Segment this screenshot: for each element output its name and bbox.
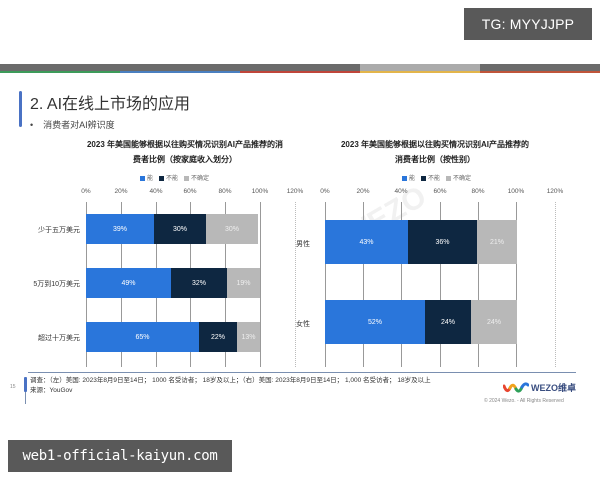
chart-title: 2023 年美国能够根据以往购买情况识别AI产品推荐的 消费者比例（按性别） bbox=[310, 137, 560, 167]
chart-title-line2: 费者比例（按家庭收入划分） bbox=[133, 155, 237, 164]
legend-swatch-icon bbox=[184, 175, 190, 181]
bar-segment-yes: 52% bbox=[325, 300, 425, 344]
grid-line bbox=[440, 202, 441, 367]
footer-accent-bar bbox=[24, 377, 27, 392]
category-label: 女性 bbox=[296, 321, 310, 328]
bar-row: 65% 22% 13% bbox=[86, 322, 260, 352]
x-tick: 120% bbox=[286, 188, 304, 195]
legend-swatch-icon bbox=[446, 175, 452, 181]
wezo-logo-icon bbox=[503, 381, 529, 393]
grid-line bbox=[401, 202, 402, 367]
x-tick: 60% bbox=[183, 188, 197, 195]
bar-segment-yes: 43% bbox=[325, 220, 408, 264]
stripe-segment-blue bbox=[120, 64, 240, 73]
bar-row: 49% 32% 19% bbox=[86, 268, 260, 298]
legend-swatch-icon bbox=[159, 175, 165, 181]
legend-item-yes: 能 bbox=[140, 173, 153, 182]
bar-segment-no: 32% bbox=[171, 268, 227, 298]
bar-segment-unsure: 19% bbox=[227, 268, 260, 298]
bar-segment-no: 24% bbox=[425, 300, 471, 344]
chart-legend: 能 不能 不确定 bbox=[140, 173, 209, 182]
x-tick: 0% bbox=[320, 188, 330, 195]
bar-row: 39% 30% 30% bbox=[86, 214, 258, 244]
wezo-logo: WEZO维卓 bbox=[503, 381, 576, 394]
survey-note: 调查：（左）美国: 2023年8月9日至14日； 1000 名受访者； 18岁及… bbox=[30, 377, 431, 384]
logo-text: WEZO维卓 bbox=[531, 383, 576, 393]
page-title: 2. AI在线上市场的应用 bbox=[30, 96, 191, 113]
x-tick: 60% bbox=[433, 188, 447, 195]
footer-notes: 调查：（左）美国: 2023年8月9日至14日； 1000 名受访者； 18岁及… bbox=[30, 376, 431, 396]
bullet-text: 消费者对AI辨识度 bbox=[43, 120, 115, 130]
x-tick: 20% bbox=[114, 188, 128, 195]
bar-row: 43% 36% 21% bbox=[325, 220, 517, 264]
grid-line bbox=[516, 202, 517, 367]
legend-swatch-icon bbox=[402, 175, 407, 181]
x-tick: 120% bbox=[546, 188, 564, 195]
bar-segment-no: 36% bbox=[408, 220, 477, 264]
grid-line bbox=[295, 202, 296, 367]
grid-line bbox=[363, 202, 364, 367]
category-label: 少于五万美元 bbox=[38, 227, 80, 234]
chart-title: 2023 年美国能够根据以往购买情况识别AI产品推荐的消 费者比例（按家庭收入划… bbox=[60, 137, 310, 167]
grid-line bbox=[325, 202, 326, 367]
bullet-dot-icon: • bbox=[30, 120, 34, 130]
chart-title-line1: 2023 年美国能够根据以往购买情况识别AI产品推荐的 bbox=[340, 140, 530, 149]
chart-legend: 能 不能 不确定 bbox=[402, 173, 471, 182]
category-label: 超过十万美元 bbox=[38, 335, 80, 342]
bar-segment-yes: 65% bbox=[86, 322, 199, 352]
bar-segment-yes: 49% bbox=[86, 268, 171, 298]
x-tick: 40% bbox=[394, 188, 408, 195]
bar-segment-yes: 39% bbox=[86, 214, 154, 244]
bar-segment-no: 22% bbox=[199, 322, 237, 352]
bar-segment-unsure: 21% bbox=[477, 220, 517, 264]
x-tick: 100% bbox=[507, 188, 525, 195]
legend-item-unsure: 不确定 bbox=[446, 173, 471, 182]
bar-segment-unsure: 24% bbox=[471, 300, 517, 344]
title-accent-bar bbox=[19, 91, 22, 127]
url-badge: web1-official-kaiyun.com bbox=[8, 440, 232, 472]
stripe-segment-yellow bbox=[360, 64, 480, 73]
bar-segment-no: 30% bbox=[154, 214, 206, 244]
grid-line bbox=[555, 202, 556, 367]
legend-item-no: 不能 bbox=[421, 173, 440, 182]
x-tick: 80% bbox=[471, 188, 485, 195]
x-tick: 20% bbox=[356, 188, 370, 195]
legend-item-no: 不能 bbox=[159, 173, 178, 182]
tg-badge: TG: MYYJJPP bbox=[464, 8, 592, 40]
legend-swatch-icon bbox=[140, 175, 145, 181]
stripe-segment-orange bbox=[480, 64, 600, 73]
grid-line bbox=[478, 202, 479, 367]
legend-swatch-icon bbox=[421, 175, 427, 181]
bar-segment-unsure: 30% bbox=[206, 214, 258, 244]
footer-divider bbox=[28, 372, 576, 373]
bar-segment-unsure: 13% bbox=[237, 322, 260, 352]
footer-accent-line bbox=[25, 392, 26, 404]
chart-title-line2: 消费者比例（按性别） bbox=[395, 155, 475, 164]
bar-row: 52% 24% 24% bbox=[325, 300, 517, 344]
copyright: © 2024 Wezo. - All Rights Reserved bbox=[484, 398, 564, 404]
legend-item-yes: 能 bbox=[402, 173, 415, 182]
page-number: 15 bbox=[10, 384, 16, 390]
legend-item-unsure: 不确定 bbox=[184, 173, 209, 182]
x-tick: 40% bbox=[149, 188, 163, 195]
source-note: 来源：YouGov bbox=[30, 387, 73, 394]
x-tick: 0% bbox=[81, 188, 91, 195]
chart-title-line1: 2023 年美国能够根据以往购买情况识别AI产品推荐的消 bbox=[86, 140, 284, 149]
grid-line bbox=[260, 202, 261, 367]
header-color-stripe bbox=[0, 64, 600, 73]
x-tick: 100% bbox=[251, 188, 269, 195]
x-tick: 80% bbox=[218, 188, 232, 195]
stripe-segment-green bbox=[0, 64, 120, 73]
bullet-item: • 消费者对AI辨识度 bbox=[30, 118, 115, 131]
category-label: 男性 bbox=[296, 241, 310, 248]
category-label: 5万到10万美元 bbox=[33, 281, 80, 288]
stripe-segment-red bbox=[240, 64, 360, 73]
